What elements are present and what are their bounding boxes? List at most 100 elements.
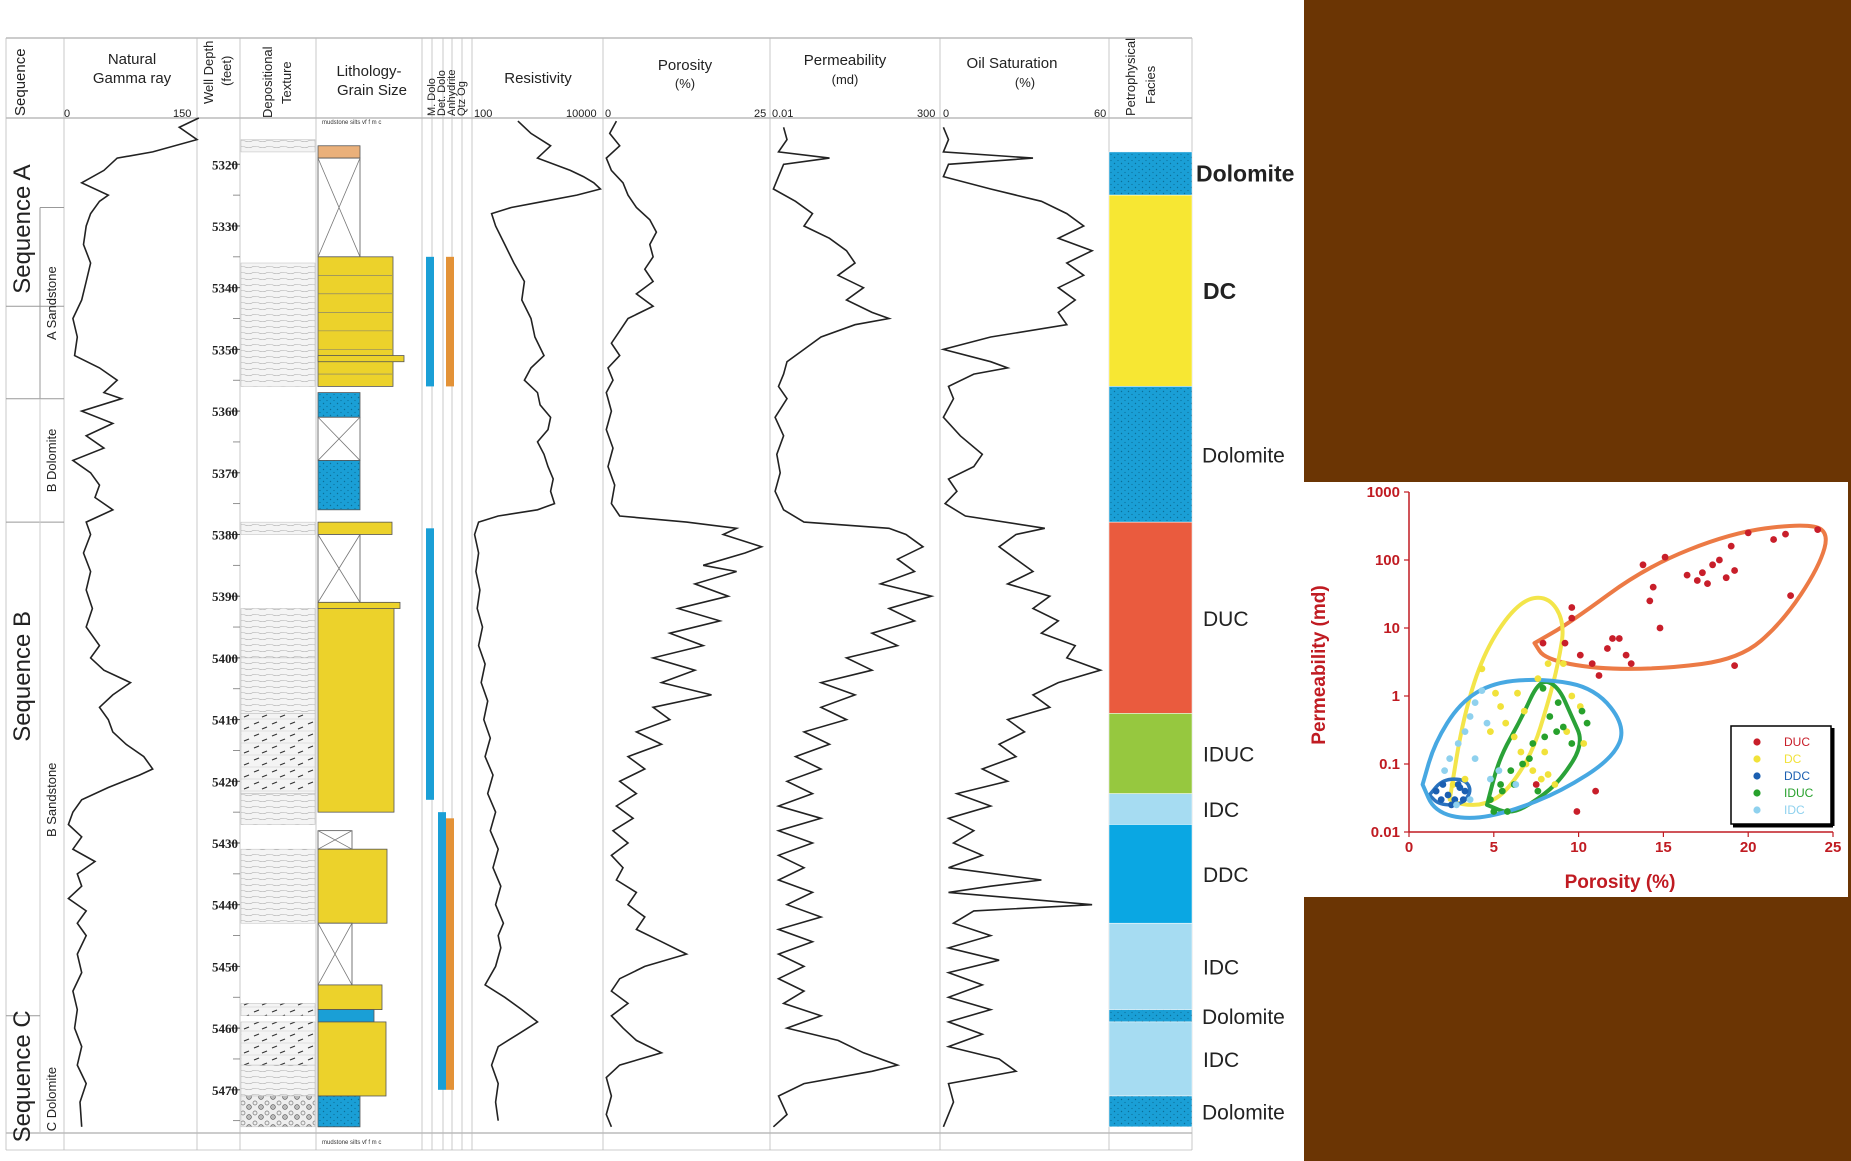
point-duc <box>1693 577 1701 584</box>
point-duc <box>1744 529 1752 537</box>
point-duc <box>1595 672 1603 679</box>
point-iduc <box>1534 787 1542 795</box>
point-dc <box>1517 748 1525 756</box>
mineral-header: Qtz Og <box>456 81 468 116</box>
legend-marker <box>1753 755 1761 763</box>
point-ddc <box>1437 796 1445 803</box>
x-tick-label: 15 <box>1655 839 1672 856</box>
texture-interval <box>240 139 316 153</box>
point-dc <box>1510 733 1518 741</box>
point-dc <box>1502 719 1510 727</box>
point-iduc <box>1490 808 1498 815</box>
point-duc <box>1787 592 1794 599</box>
anhydrite-interval <box>317 145 361 159</box>
texture-interval <box>240 521 316 535</box>
point-iduc <box>1578 707 1586 715</box>
facies-label: IDC <box>1203 956 1239 979</box>
point-idc <box>1471 699 1479 706</box>
depth-tick-label: 5460 <box>212 1021 238 1036</box>
resistivity-track <box>473 120 603 1121</box>
y-tick-label: 100 <box>1375 552 1400 569</box>
facies-label: Dolomite <box>1202 1006 1285 1029</box>
x-tick-label: 5 <box>1490 839 1498 856</box>
point-idc <box>1483 719 1491 727</box>
point-iduc <box>1539 684 1547 692</box>
facies-idc <box>1108 1021 1193 1097</box>
point-ddc <box>1448 801 1455 809</box>
point-dc <box>1520 707 1528 715</box>
idc-outline <box>1420 677 1624 820</box>
texture-track <box>240 139 316 1128</box>
sandstone-interval <box>317 1021 387 1097</box>
legend-marker <box>1753 738 1761 746</box>
texture-interval <box>240 608 316 659</box>
facies-label: Dolomite <box>1202 1101 1285 1124</box>
texture-interval <box>240 848 316 924</box>
depth-tick-label: 5470 <box>212 1083 238 1098</box>
permeability-max: 300 <box>917 108 935 120</box>
point-idc <box>1471 755 1479 762</box>
x-tick-label: 10 <box>1570 839 1587 856</box>
facies-header: Petrophysical <box>1123 38 1138 116</box>
core-gap-cross <box>317 416 361 461</box>
subunit-label: B Sandstone <box>44 763 59 837</box>
y-tick-label: 0.01 <box>1371 824 1400 841</box>
point-ddc <box>1444 791 1452 799</box>
permeability-header: (md) <box>832 72 859 87</box>
legend-label: IDUC <box>1784 786 1814 800</box>
porosity-track <box>605 120 765 1128</box>
porosity-min: 0 <box>605 108 611 120</box>
legend-label: IDC <box>1784 803 1805 817</box>
point-idc <box>1466 713 1474 720</box>
depth-tick-label: 5390 <box>212 589 238 604</box>
texture-interval <box>240 657 316 714</box>
point-iduc <box>1504 808 1511 815</box>
point-duc <box>1568 604 1576 611</box>
point-dc <box>1551 781 1559 788</box>
facies-label: DUC <box>1203 608 1249 631</box>
facies-ddc <box>1108 824 1193 924</box>
point-dc <box>1541 748 1549 756</box>
duc-outline <box>1532 523 1828 671</box>
point-duc <box>1604 645 1611 652</box>
sequence-column: Sequence A Sequence B Sequence C A Sandston… <box>6 164 64 1142</box>
sandstone-bed <box>317 601 401 609</box>
petrophysical-facies-track: Dolomite DC Dolomite DUC IDUC IDC DDC IDC Dolomi… <box>1108 151 1294 1128</box>
point-duc <box>1576 651 1584 659</box>
depth-tick-label: 5370 <box>212 466 238 481</box>
point-dc <box>1544 660 1552 667</box>
point-duc <box>1722 574 1730 582</box>
point-iduc <box>1554 699 1562 706</box>
point-idc <box>1446 755 1454 762</box>
facies-header: Facies <box>1143 65 1158 104</box>
point-duc <box>1588 660 1596 667</box>
oil-header: Oil Saturation <box>967 55 1058 72</box>
point-ddc <box>1461 787 1469 795</box>
depth-tick-label: 5400 <box>212 651 238 666</box>
anhydrite-bar <box>446 256 454 387</box>
sequence-label: Sequence A <box>9 164 36 293</box>
facies-label: IDUC <box>1203 744 1254 767</box>
y-tick-label: 0.1 <box>1379 756 1400 773</box>
depth-tick-label: 5450 <box>212 959 238 974</box>
point-duc <box>1646 597 1654 605</box>
resistivity-curve <box>473 120 603 1121</box>
point-duc <box>1656 624 1664 632</box>
texture-header: Texture <box>279 61 294 104</box>
texture-interval <box>240 713 316 794</box>
x-tick-label: 25 <box>1825 839 1842 856</box>
resistivity-min: 100 <box>474 108 492 120</box>
facies-dolomite <box>1108 1095 1193 1128</box>
legend-marker <box>1753 772 1761 780</box>
point-duc <box>1814 526 1822 533</box>
point-idc <box>1461 728 1469 735</box>
point-duc <box>1770 536 1777 543</box>
sequence-header: Sequence <box>12 48 29 116</box>
lithology-header: Lithology- <box>336 63 401 80</box>
gamma-min: 0 <box>64 108 70 120</box>
dolomite-interval <box>317 392 361 418</box>
point-dc <box>1492 689 1499 697</box>
crossplot-background <box>1304 482 1848 897</box>
sandstone-interval <box>317 601 395 813</box>
facies-dolomite <box>1108 1009 1193 1023</box>
